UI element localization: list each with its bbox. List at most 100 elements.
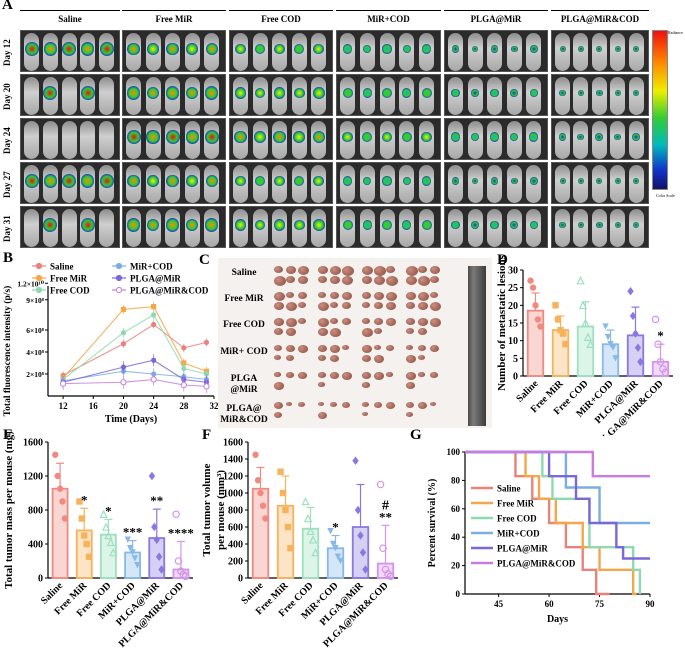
tumor-sample [286, 292, 295, 299]
signal-blob [632, 221, 640, 229]
y-tick-label: 6×10⁸ [26, 326, 45, 335]
signal-blob [530, 177, 538, 185]
data-point [554, 316, 562, 323]
photo-row-label-saline: Saline [231, 268, 257, 278]
data-point [529, 284, 537, 291]
imaging-cell [336, 206, 441, 248]
mouse-image [126, 33, 141, 71]
tumor-sample [418, 266, 427, 273]
mouse-image [165, 165, 181, 203]
mouse-image [24, 121, 39, 159]
tumor-sample [418, 318, 428, 326]
signal-blob [596, 178, 603, 184]
data-point [151, 522, 158, 532]
signal-blob [254, 219, 266, 231]
tumor-sample [274, 266, 283, 273]
mouse-image [184, 209, 200, 247]
mouse-image [610, 165, 626, 203]
bar-plga-mir [626, 334, 645, 377]
data-point [586, 339, 595, 349]
photo-row-label-mir-cod: MiR+ COD [220, 347, 268, 357]
tumor-sample [342, 345, 350, 351]
data-point [120, 379, 127, 386]
significance-mark: ** [150, 493, 163, 508]
mouse-image [184, 165, 200, 203]
legend-marker [35, 262, 43, 270]
tumor-photo: Saline Free MiR Free COD MiR+ COD PLGA @MiR P… [218, 258, 492, 428]
photo-row-label-plga-mir: PLGA @MiR [230, 374, 258, 395]
tumor-sample [418, 345, 427, 352]
tumor-sample [386, 372, 393, 377]
mouse-image [145, 121, 161, 159]
data-point [581, 318, 590, 327]
signal-blob [510, 45, 518, 53]
mouse-image [379, 209, 395, 247]
mouse-image [252, 33, 268, 71]
y-tick-label: 10 [508, 336, 518, 347]
mouse-image [80, 33, 96, 71]
mouse-image [61, 121, 77, 159]
data-point [282, 506, 289, 514]
bar-free-cod [100, 533, 117, 579]
tumor-sample [386, 345, 395, 352]
signal-blob [633, 46, 640, 52]
imaging-cell [336, 118, 441, 160]
data-point [386, 572, 395, 581]
tumor-sample [318, 382, 325, 387]
signal-blob [342, 176, 353, 186]
tumor-sample [374, 372, 384, 380]
mouse-image [628, 121, 644, 159]
legend-label-mir-cod: MiR+COD [497, 529, 540, 539]
mouse-image [272, 121, 288, 159]
tumor-sample [274, 372, 281, 377]
signal-blob [614, 46, 621, 52]
mouse-image [448, 209, 463, 247]
signal-blob [362, 88, 372, 98]
mouse-image [399, 121, 415, 159]
tumor-sample [418, 355, 426, 361]
y-axis-label: Percent survival (%) [427, 479, 438, 568]
signal-blob [99, 129, 115, 145]
signal-blob [510, 177, 518, 185]
signal-blob [273, 219, 286, 231]
ruler [468, 266, 486, 426]
chart-b-fluorescence: 12 16 20 24 28 32 2×10⁸ 4×10⁸ 6×10⁸ 9×10⁸ 1.2×10¹⁰… [2, 262, 219, 426]
mouse-image [145, 77, 161, 115]
data-point [609, 344, 617, 351]
mouse-image [573, 77, 589, 115]
mouse-image [487, 77, 503, 115]
signal-blob [186, 86, 199, 100]
significance-mark: * [657, 328, 664, 343]
data-point [301, 496, 310, 506]
imaging-cell [122, 74, 226, 116]
legend-marker [35, 274, 43, 282]
signal-blob [204, 130, 219, 144]
signal-blob [490, 88, 499, 98]
mouse-image [252, 121, 268, 159]
legend-label-free-mir: Free MiR [50, 274, 88, 284]
legend-marker [35, 286, 43, 294]
x-axis-label: Days [547, 614, 568, 625]
tumor-sample [406, 372, 416, 380]
mouse-image [628, 209, 644, 247]
significance-mark: ** [379, 509, 392, 524]
panel-b-label: B [3, 250, 14, 266]
tumor-sample [430, 318, 441, 327]
data-point [354, 505, 362, 515]
signal-blob [595, 133, 604, 141]
signal-blob [126, 86, 141, 100]
signal-blob [577, 46, 584, 52]
signal-blob [80, 218, 95, 232]
panel-a-label: A [2, 0, 13, 13]
imaging-cell [444, 30, 548, 72]
y-tick-label: 1600 [23, 438, 43, 449]
signal-blob [186, 175, 199, 187]
signal-blob [471, 45, 479, 53]
data-point [158, 565, 165, 574]
tumor-sample [430, 276, 439, 283]
data-point [583, 332, 593, 341]
mouse-image [80, 121, 96, 159]
data-point [257, 489, 264, 497]
day-label-day-27: Day 27 [2, 171, 12, 198]
signal-blob [81, 174, 95, 188]
